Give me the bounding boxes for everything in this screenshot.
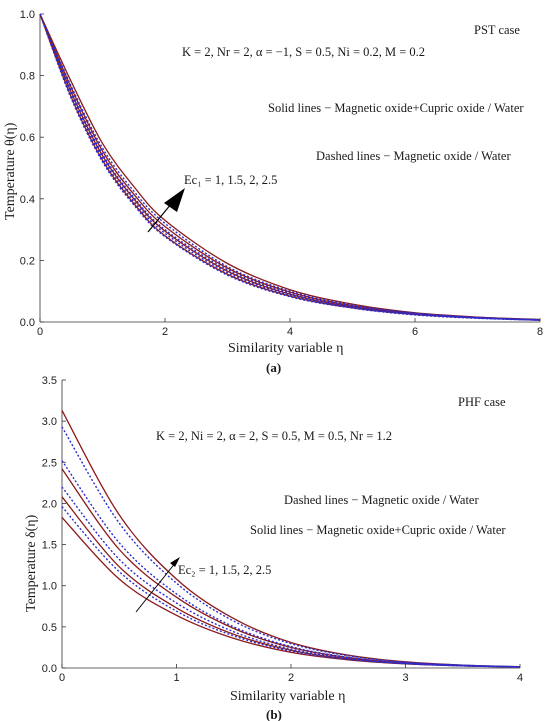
chart-a-ytick-label: 0.2 <box>20 255 35 267</box>
chart-a-case-label: PST case <box>474 23 520 37</box>
chart-b-dashed-series-line <box>61 426 521 668</box>
chart-b-solid-series-line <box>61 516 521 668</box>
chart-b-legend-dashed: Dashed lines − Magnetic oxide / Water <box>284 493 479 507</box>
chart-a-xtick-label: 0 <box>37 326 43 338</box>
chart-b-legend-solid: Solid lines − Magnetic oxide+Cupric oxid… <box>250 523 506 537</box>
chart-b-dashed-series-line <box>61 506 521 668</box>
chart-b-ytick-label: 2.5 <box>42 457 57 469</box>
chart-b-ytick-label: 3.5 <box>42 375 57 387</box>
chart-a-legend-dashed: Dashed lines − Magnetic oxide / Water <box>316 149 511 163</box>
chart-b-curves <box>61 410 521 668</box>
chart-a-xtick-label: 4 <box>287 326 293 338</box>
chart-a-curves <box>39 13 541 321</box>
chart-b: 0 1 2 3 4 0.0 0.5 1.0 1.5 2.0 2.5 3.0 3.5 PHF case K… <box>24 375 523 721</box>
chart-b-arrow <box>135 557 180 613</box>
chart-a-ytick-label: 0.0 <box>20 317 35 329</box>
chart-a-xtick-label: 8 <box>537 326 543 338</box>
chart-a-xtick-label: 6 <box>412 326 418 338</box>
chart-a-dashed-series-line <box>39 13 541 321</box>
chart-b-params: K = 2, Ni = 2, α = 2, S = 0.5, M = 0.5, … <box>156 429 392 443</box>
chart-a-dashed-series-line <box>39 13 541 321</box>
chart-a-ytick-label: 0.4 <box>20 194 35 206</box>
chart-a-ytick-label: 0.8 <box>20 71 35 83</box>
chart-a-xlabel: Similarity variable η <box>228 341 343 356</box>
chart-b-ytick-label: 0.0 <box>42 663 57 675</box>
chart-b-ylabel: Temperature δ(η) <box>24 514 39 612</box>
chart-a-xtick-label: 2 <box>162 326 168 338</box>
chart-a-solid-series-line <box>39 13 541 321</box>
chart-a-ylabel: Temperature θ(η) <box>3 122 18 220</box>
chart-b-ytick-label: 2.0 <box>42 498 57 510</box>
chart-b-xtick-label: 1 <box>173 672 179 684</box>
chart-b-xtick-label: 4 <box>517 672 523 684</box>
chart-b-ticks: 0 1 2 3 4 0.0 0.5 1.0 1.5 2.0 2.5 3.0 3.5 <box>42 375 523 684</box>
chart-a-solid-series-line <box>39 13 541 321</box>
chart-b-xtick-label: 3 <box>402 672 408 684</box>
chart-a-solid-series-line <box>39 13 541 321</box>
chart-a: 0 2 4 6 8 0.0 0.2 0.4 0.6 0.8 1.0 PST case K = 2, … <box>3 9 543 375</box>
chart-b-panel-label: (b) <box>266 707 282 721</box>
chart-a-panel-label: (a) <box>266 360 281 375</box>
chart-b-xlabel: Similarity variable η <box>230 689 345 704</box>
chart-b-solid-series-line <box>61 410 521 668</box>
chart-a-dashed-series-line <box>39 13 541 321</box>
chart-b-xtick-label: 2 <box>288 672 294 684</box>
chart-b-ytick-label: 3.0 <box>42 416 57 428</box>
chart-b-ytick-label: 1.0 <box>42 581 57 593</box>
chart-a-ytick-label: 0.6 <box>20 132 35 144</box>
chart-b-xtick-label: 0 <box>59 672 65 684</box>
chart-a-ytick-label: 1.0 <box>20 9 35 21</box>
chart-a-dashed-series-line <box>39 13 541 321</box>
chart-a-params: K = 2, Nr = 2, α = −1, S = 0.5, Ni = 0.2… <box>182 45 425 59</box>
chart-b-case-label: PHF case <box>458 395 506 409</box>
chart-b-arrow-label: Ec₂ = 1, 1.5, 2, 2.5 <box>178 563 271 577</box>
chart-b-dashed-series-line <box>61 460 521 668</box>
chart-a-solid-series-line <box>39 13 541 321</box>
chart-a-legend-solid: Solid lines − Magnetic oxide+Cupric oxid… <box>268 101 524 115</box>
chart-b-dashed-series-line <box>61 486 521 668</box>
chart-a-arrow <box>147 188 185 233</box>
chart-b-ytick-label: 1.5 <box>42 540 57 552</box>
chart-a-ticks: 0 2 4 6 8 0.0 0.2 0.4 0.6 0.8 1.0 <box>20 9 543 338</box>
chart-a-arrow-label: Ec₁ = 1, 1.5, 2, 2.5 <box>184 173 277 187</box>
chart-b-ytick-label: 0.5 <box>42 622 57 634</box>
